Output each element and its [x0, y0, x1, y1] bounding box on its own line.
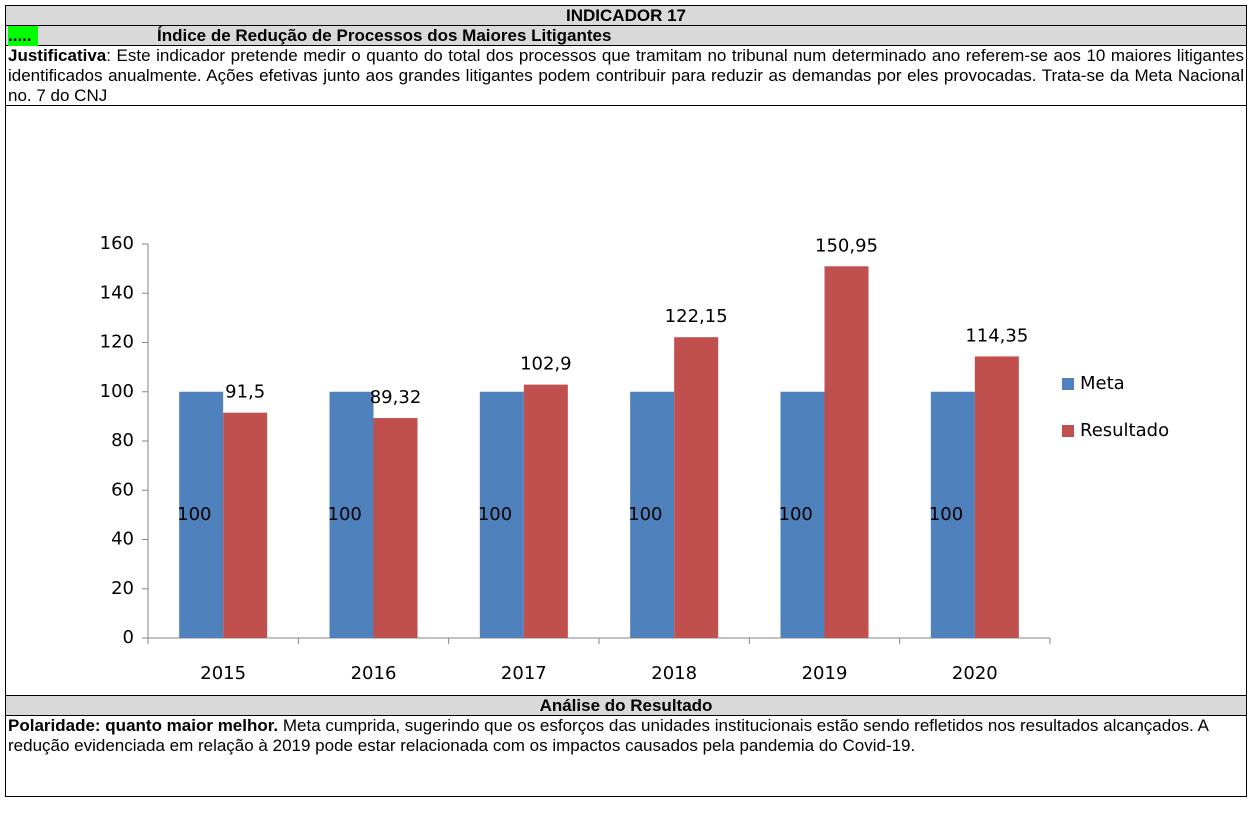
justification: Justificativa: Este indicador pretende m… [6, 46, 1246, 106]
chart: 0 20 40 60 80 100 120 140 160 2015 2016 2017 2018 201… [100, 233, 1169, 684]
x-tick-label: 2017 [501, 663, 547, 684]
y-tick-label: 40 [111, 529, 134, 550]
data-label: 100 [328, 504, 362, 525]
data-label: 122,15 [665, 306, 728, 327]
justification-text: : Este indicador pretende medir o quanto… [8, 46, 1244, 105]
bar [824, 266, 869, 638]
bar [373, 418, 418, 638]
legend-label: Resultado [1080, 420, 1169, 441]
legend-swatch [1062, 425, 1074, 437]
bar [523, 384, 568, 638]
y-tick-label: 140 [100, 282, 134, 303]
y-tick-label: 20 [111, 578, 134, 599]
x-tick-label: 2019 [802, 663, 848, 684]
y-tick-label: 80 [111, 430, 134, 451]
analysis-lead: Polaridade: quanto maior melhor. [8, 716, 279, 735]
y-tick-label: 160 [100, 233, 134, 254]
data-label: 91,5 [225, 382, 265, 403]
chart-box: 0 20 40 60 80 100 120 140 160 2015 2016 2017 2018 201… [6, 106, 1246, 696]
analysis-title: Análise do Resultado [6, 696, 1246, 716]
legend-label: Meta [1080, 373, 1125, 394]
analysis: Polaridade: quanto maior melhor. Meta cu… [6, 716, 1246, 796]
bar [479, 391, 524, 638]
data-label: 100 [929, 504, 963, 525]
marker: ..... [8, 26, 38, 46]
y-tick-label: 0 [123, 627, 134, 648]
analysis-text: Meta cumprida, sugerindo que os esforços… [8, 716, 1209, 755]
bar [780, 391, 825, 638]
legend-swatch [1062, 378, 1074, 390]
subtitle-row: ..... Índice de Redução de Processos dos … [6, 26, 1246, 46]
subtitle: Índice de Redução de Processos dos Maior… [157, 26, 612, 45]
y-tick-label: 60 [111, 479, 134, 500]
bar [223, 412, 268, 638]
indicator-title: INDICADOR 17 [6, 6, 1246, 26]
data-label: 102,9 [520, 354, 572, 375]
data-label: 114,35 [965, 325, 1028, 346]
bar [630, 391, 675, 638]
x-tick-label: 2018 [651, 663, 697, 684]
y-tick-label: 120 [100, 332, 134, 353]
justification-label: Justificativa [8, 46, 107, 65]
data-label: 150,95 [815, 235, 878, 256]
bar [674, 337, 719, 638]
bar [179, 391, 224, 638]
x-tick-label: 2020 [952, 663, 998, 684]
data-label: 100 [177, 504, 211, 525]
x-tick-label: 2016 [351, 663, 397, 684]
document: INDICADOR 17 ..... Índice de Redução de P… [5, 5, 1247, 797]
bar [974, 356, 1019, 638]
y-tick-label: 100 [100, 381, 134, 402]
data-label: 100 [478, 504, 512, 525]
data-label: 89,32 [370, 387, 422, 408]
bar [329, 391, 374, 638]
bar [930, 391, 975, 638]
data-label: 100 [779, 504, 813, 525]
data-label: 100 [628, 504, 662, 525]
x-tick-label: 2015 [200, 663, 246, 684]
